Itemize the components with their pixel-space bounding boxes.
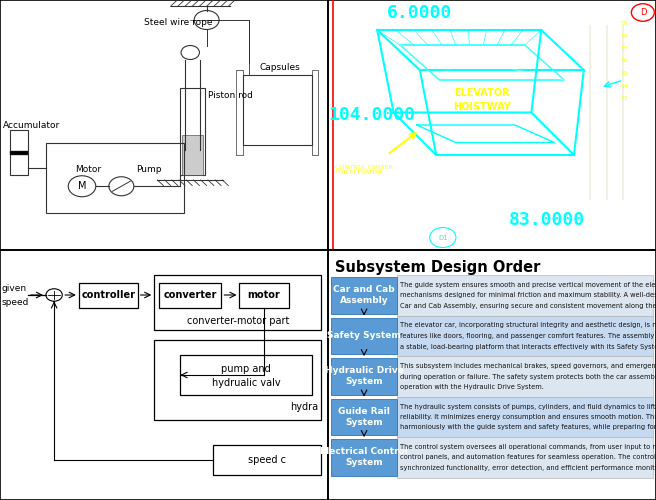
Text: given: given xyxy=(2,284,27,293)
Text: pump and: pump and xyxy=(221,364,271,374)
Bar xyxy=(154,275,321,330)
Text: Accumulator: Accumulator xyxy=(3,120,60,130)
Text: a stable, load-bearing platform that interacts effectively with its Safety Syste: a stable, load-bearing platform that int… xyxy=(400,344,656,349)
Text: 13: 13 xyxy=(620,96,628,101)
Bar xyxy=(331,398,397,435)
Bar xyxy=(331,439,397,476)
Bar xyxy=(239,282,289,308)
Text: control panels, and automation features for seamless operation. The control syst: control panels, and automation features … xyxy=(400,454,656,460)
Bar xyxy=(328,250,656,500)
Text: speed c: speed c xyxy=(249,455,286,465)
Bar xyxy=(397,316,653,356)
Text: reliability. It minimizes energy consumption and ensures smooth motion. This sub: reliability. It minimizes energy consump… xyxy=(400,414,656,420)
Text: 6.0000: 6.0000 xyxy=(387,4,452,22)
Bar xyxy=(397,275,653,316)
Text: Motor: Motor xyxy=(75,166,102,174)
Bar xyxy=(328,0,656,250)
Text: 15: 15 xyxy=(620,71,628,76)
Text: Capsules: Capsules xyxy=(259,63,300,72)
Text: Piston rod: Piston rod xyxy=(209,90,253,100)
Bar xyxy=(10,130,28,175)
Text: converter: converter xyxy=(163,290,217,300)
Text: during operation or failure. The safety system protects both the car assembly an: during operation or failure. The safety … xyxy=(400,374,656,380)
Bar xyxy=(180,355,312,395)
Text: operation with the Hydraulic Drive System.: operation with the Hydraulic Drive Syste… xyxy=(400,384,544,390)
Text: Subsystem Design Order: Subsystem Design Order xyxy=(335,260,540,275)
Text: CONTROL CENTER
FOR ELEVATOR: CONTROL CENTER FOR ELEVATOR xyxy=(335,164,392,175)
Bar xyxy=(213,445,321,475)
Bar xyxy=(331,277,397,314)
Text: features like doors, flooring, and passenger comfort features. The assembly inte: features like doors, flooring, and passe… xyxy=(400,333,656,339)
Text: 18: 18 xyxy=(620,34,628,38)
Text: synchronized functionality, error detection, and efficient performance monitorin: synchronized functionality, error detect… xyxy=(400,465,656,471)
Text: The hydraulic system consists of pumps, cylinders, and fluid dynamics to lift an: The hydraulic system consists of pumps, … xyxy=(400,404,656,409)
Text: speed: speed xyxy=(2,298,29,307)
Text: Steel wire rope: Steel wire rope xyxy=(144,18,213,27)
Text: M: M xyxy=(78,181,86,191)
Bar xyxy=(236,70,243,155)
Text: mechanisms designed for minimal friction and maximum stability. A well-designed : mechanisms designed for minimal friction… xyxy=(400,292,656,298)
Bar xyxy=(397,356,653,397)
Text: hydra: hydra xyxy=(290,402,318,412)
Bar xyxy=(397,437,653,478)
Text: D1: D1 xyxy=(438,234,447,240)
Text: Guide Rail
System: Guide Rail System xyxy=(338,406,390,427)
Text: 104.0000: 104.0000 xyxy=(328,106,415,124)
Bar xyxy=(180,88,205,175)
Text: converter-motor part: converter-motor part xyxy=(186,316,289,326)
Text: Car and Cab
Assembly: Car and Cab Assembly xyxy=(333,285,395,306)
Bar xyxy=(243,75,312,145)
Text: 14: 14 xyxy=(620,84,628,88)
Text: The guide system ensures smooth and precise vertical movement of the elevato: The guide system ensures smooth and prec… xyxy=(400,282,656,288)
Text: Car and Cab Assembly, ensuring secure and consistent movement along the shaft.: Car and Cab Assembly, ensuring secure an… xyxy=(400,303,656,309)
Bar xyxy=(10,151,28,155)
Bar xyxy=(0,0,328,250)
Bar xyxy=(331,358,397,395)
Text: 83.0000: 83.0000 xyxy=(508,211,584,229)
Text: 16: 16 xyxy=(620,58,628,64)
Text: The control system oversees all operational commands, from user input to motor c: The control system oversees all operatio… xyxy=(400,444,656,450)
Bar xyxy=(154,340,321,420)
Text: hydrualic valv: hydrualic valv xyxy=(212,378,280,388)
Text: D: D xyxy=(640,8,646,17)
Text: Pump: Pump xyxy=(136,166,161,174)
Text: Electrical Control
System: Electrical Control System xyxy=(320,447,408,468)
Text: ELEVATOR
HOISTWAY: ELEVATOR HOISTWAY xyxy=(453,88,511,112)
Bar xyxy=(159,282,222,308)
Bar xyxy=(331,318,397,354)
Bar xyxy=(312,70,318,155)
Text: This subsystem includes mechanical brakes, speed governors, and emergency sto: This subsystem includes mechanical brake… xyxy=(400,363,656,369)
Bar xyxy=(0,250,328,500)
Text: Safety System: Safety System xyxy=(327,331,401,340)
Text: Hydraulic Drive
System: Hydraulic Drive System xyxy=(325,366,403,386)
Text: controller: controller xyxy=(81,290,135,300)
Text: harmoniously with the guide system and safety features, while preparing for inte: harmoniously with the guide system and s… xyxy=(400,424,656,430)
Bar xyxy=(397,396,653,437)
Text: 17: 17 xyxy=(620,46,628,51)
Bar xyxy=(182,135,203,175)
Text: The elevator car, incorporating structural integrity and aesthetic design, is mo: The elevator car, incorporating structur… xyxy=(400,322,656,328)
Text: motor: motor xyxy=(248,290,280,300)
Bar xyxy=(79,282,138,308)
Text: 19: 19 xyxy=(620,21,628,26)
Bar xyxy=(46,142,184,212)
